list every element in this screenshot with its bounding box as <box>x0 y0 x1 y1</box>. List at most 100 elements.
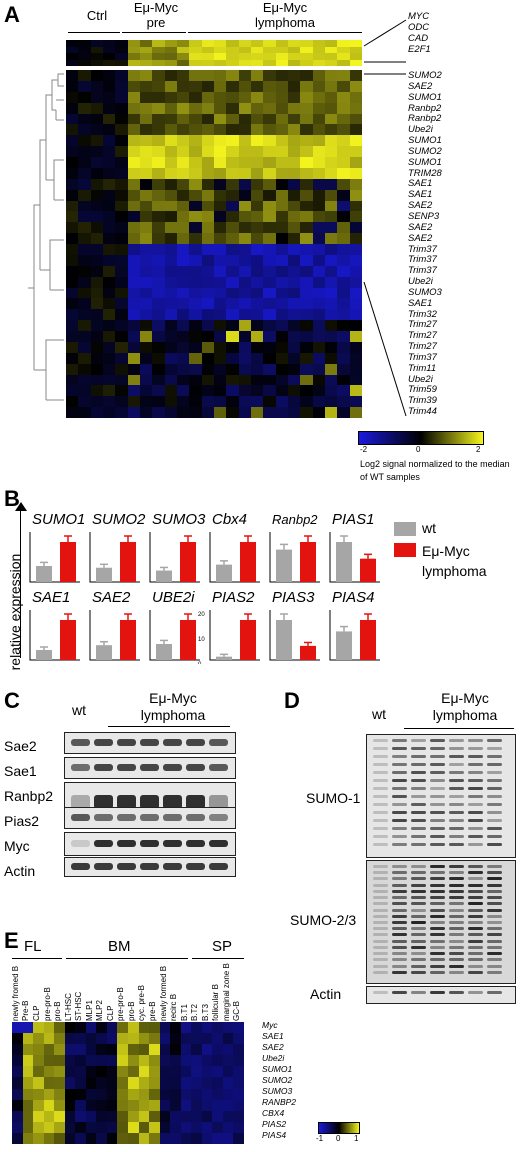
blot-band <box>392 843 407 846</box>
heatmap-cell <box>152 53 165 60</box>
heatmap-cell <box>139 80 153 92</box>
heatmap-cell <box>78 113 91 125</box>
heatmap-cell <box>201 1055 213 1067</box>
heatmap-cell <box>115 178 128 190</box>
e-column-label: CLP <box>32 1005 41 1021</box>
blot-band <box>487 865 502 868</box>
heatmap-cell <box>233 1055 244 1067</box>
blot-band <box>487 771 502 774</box>
heatmap-cell <box>324 374 338 386</box>
heatmap-cell <box>349 146 362 157</box>
group-pre-label: Eμ-Myc pre <box>124 0 188 30</box>
blot-band <box>392 921 407 924</box>
heatmap-cell <box>238 40 251 47</box>
e-column-label: B.T3 <box>200 1004 210 1021</box>
heatmap-cell <box>238 167 251 179</box>
heatmap-cell <box>96 1121 107 1133</box>
bar-lymphoma <box>180 542 196 582</box>
heatmap-cell <box>324 407 338 418</box>
heatmap-cell <box>115 396 128 408</box>
panel-c-group-sub: lymphoma <box>140 707 206 723</box>
blot-band <box>449 889 464 893</box>
blot-band <box>373 739 388 742</box>
heatmap-cell <box>324 276 338 288</box>
heatmap-cell <box>102 113 116 125</box>
bar-panel-title: PIAS4 <box>332 589 375 606</box>
heatmap-cell <box>226 80 239 92</box>
heatmap-cell <box>222 1132 234 1144</box>
heatmap-cell <box>263 53 276 60</box>
heatmap-cell <box>189 298 202 310</box>
heatmap-cell <box>33 1110 44 1122</box>
colorbar-e-tick: 1 <box>354 1134 359 1143</box>
heatmap-cell <box>324 80 338 92</box>
heatmap-cell <box>275 102 288 114</box>
heatmap-cell <box>250 102 264 114</box>
heatmap-cell <box>324 157 338 168</box>
heatmap-cell <box>238 53 251 60</box>
blot-band <box>487 952 502 956</box>
blot-band <box>392 803 407 806</box>
heatmap-cell <box>263 396 276 408</box>
heatmap-cell <box>152 211 165 223</box>
heatmap-cell <box>189 309 202 321</box>
heatmap-cell <box>139 124 153 136</box>
heatmap-cell <box>226 320 239 331</box>
blot-band <box>411 787 426 790</box>
heatmap-cell <box>191 1132 202 1144</box>
heatmap-cell <box>106 1033 118 1045</box>
heatmap-cell <box>312 341 325 353</box>
heatmap-cell <box>127 211 140 223</box>
heatmap-cell <box>300 40 313 47</box>
heatmap-cell <box>287 276 301 288</box>
heatmap-cell <box>201 374 214 386</box>
panel-d-lane-group: Eμ-Myc lymphoma <box>410 690 520 724</box>
heatmap-cell <box>78 407 91 418</box>
heatmap-cell <box>337 331 350 342</box>
heatmap-cell <box>191 1022 202 1034</box>
heatmap-cell <box>337 189 350 201</box>
heatmap-cell <box>312 265 325 277</box>
blot-band <box>430 952 445 956</box>
heatmap-cell <box>102 222 116 234</box>
heatmap-cell <box>66 287 79 299</box>
blot-band <box>373 819 388 822</box>
heatmap-cell <box>238 276 251 288</box>
blot-band <box>392 908 407 912</box>
heatmap-cell <box>300 233 313 244</box>
blot-band <box>430 908 445 912</box>
heatmap-cell <box>312 331 325 342</box>
bar-panel-title: SAE2 <box>92 589 131 606</box>
heatmap-cell <box>324 287 338 299</box>
gene-label: Trim37 <box>408 265 437 277</box>
heatmap-cell <box>43 1077 55 1089</box>
heatmap-cell <box>201 91 214 103</box>
heatmap-cell <box>152 189 165 201</box>
blot-band <box>392 952 407 956</box>
blot-row-label: Myc <box>4 838 30 854</box>
blot-band <box>449 964 464 968</box>
heatmap-cell <box>300 200 313 212</box>
heatmap-cell <box>324 167 338 179</box>
heatmap-cell <box>115 309 128 321</box>
heatmap-cell <box>263 80 276 92</box>
blot-band <box>411 889 426 893</box>
heatmap-cell <box>176 407 190 418</box>
heatmap-cell <box>349 124 362 136</box>
heatmap-cell <box>96 1044 107 1056</box>
bar-lymphoma <box>180 620 196 660</box>
heatmap-cell <box>96 1033 107 1045</box>
blot-band <box>430 933 445 937</box>
heatmap-cell <box>152 70 165 81</box>
heatmap-cell <box>152 244 165 255</box>
e-gene-label: PIAS4 <box>262 1130 287 1140</box>
heatmap-cell <box>66 276 79 288</box>
heatmap-cell <box>238 124 251 136</box>
blot-actin-d <box>366 986 516 1004</box>
heatmap-cell <box>75 1066 86 1078</box>
heatmap-cell <box>213 244 227 255</box>
heatmap-cell <box>149 1022 160 1034</box>
heatmap-cell <box>238 298 251 310</box>
heatmap-cell <box>66 46 79 53</box>
heatmap-cell <box>117 1044 128 1056</box>
